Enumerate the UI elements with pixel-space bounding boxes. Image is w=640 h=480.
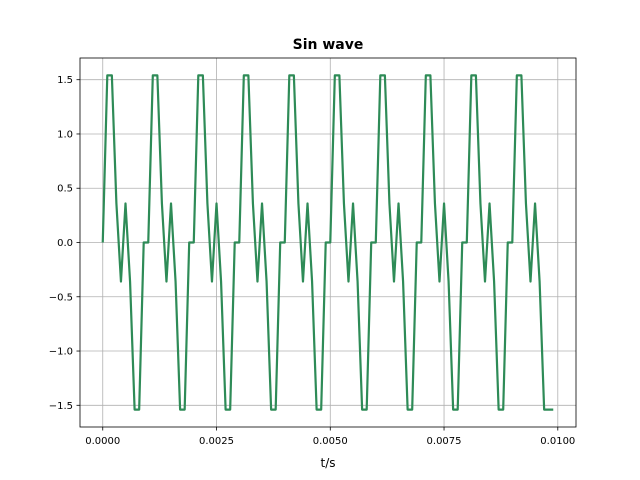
y-tick-label: 0.0 (57, 238, 73, 249)
y-tick-label: 0.5 (57, 184, 73, 195)
y-tick-label: −1.0 (49, 347, 73, 358)
x-tick-label: 0.0050 (313, 436, 348, 447)
y-tick-label: −1.5 (49, 401, 73, 412)
series-layer (101, 74, 554, 411)
y-tick-label: 1.0 (57, 129, 73, 140)
y-tick-label: 1.5 (57, 75, 73, 86)
y-axis-ticks: −1.5 −1.0 −0.5 0.0 0.5 1.0 1.5 (49, 75, 80, 412)
x-axis-ticks: 0.0000 0.0025 0.0050 0.0075 0.0100 (85, 427, 575, 447)
chart-title: Sin wave (293, 37, 364, 53)
x-tick-label: 0.0025 (199, 436, 234, 447)
x-tick-label: 0.0000 (85, 436, 120, 447)
y-tick-label: −0.5 (49, 292, 73, 303)
x-tick-label: 0.0100 (540, 436, 575, 447)
x-axis-label: t/s (321, 456, 336, 470)
x-tick-label: 0.0075 (427, 436, 462, 447)
sin-wave-line (101, 74, 554, 411)
